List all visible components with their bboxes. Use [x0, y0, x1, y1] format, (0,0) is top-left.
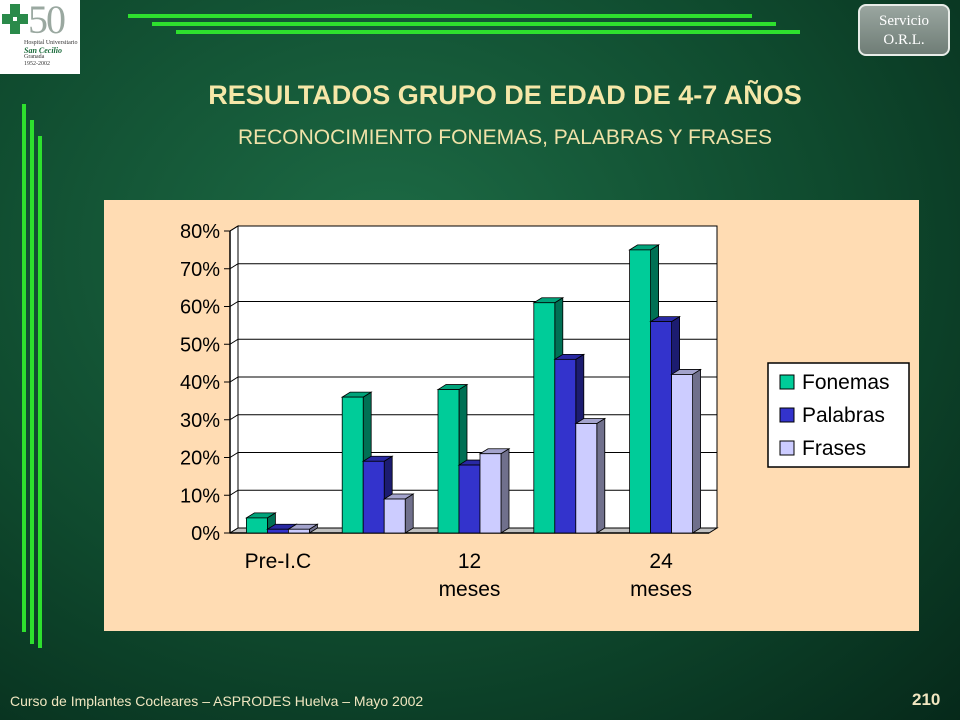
bar-chart: 0% 10% 20% 30% 40% 50% 60% 70% 80% Pre-I.C 12 meses… [180, 221, 910, 601]
legend-label-palabras: Palabras [802, 404, 885, 427]
service-badge: Servicio O.R.L. [858, 4, 950, 56]
bar-frases [479, 453, 502, 534]
legend-swatch-palabras [779, 407, 795, 423]
y-tick-label: 40% [180, 372, 220, 394]
y-tick-label: 60% [180, 297, 220, 319]
y-tick-label: 80% [180, 221, 220, 243]
bar-palabras [554, 358, 577, 534]
bar-fonemas [245, 517, 268, 534]
accent-line-v2 [30, 120, 34, 644]
accent-line-h3 [176, 30, 800, 34]
page-subtitle: RECONOCIMIENTO FONEMAS, PALABRAS Y FRASE… [237, 126, 773, 149]
x-category-label: 12 [458, 550, 481, 573]
legend-swatch-fonemas [779, 374, 795, 390]
y-tick-label: 10% [180, 485, 220, 507]
y-tick-label: 0% [191, 523, 220, 545]
logo-line-3: Granada [24, 54, 45, 60]
footer-text: Curso de Implantes Cocleares – ASPRODES … [10, 693, 424, 709]
page-number: 210 [912, 690, 941, 709]
accent-line-h2 [152, 22, 776, 26]
legend-swatch-frases [779, 440, 795, 456]
bar-fonemas [437, 389, 460, 534]
legend-label-fonemas: Fonemas [802, 371, 890, 394]
bar-palabras [362, 460, 385, 534]
bar-frases [287, 528, 310, 534]
bar-palabras [266, 528, 289, 534]
chart-panel: 0% 10% 20% 30% 40% 50% 60% 70% 80% Pre-I.C 12 meses… [104, 200, 919, 631]
x-category-label: Pre-I.C [245, 550, 312, 573]
bar-side-frases [596, 417, 606, 534]
gridline [229, 225, 717, 232]
bar-frases [671, 374, 693, 534]
hospital-cross-icon [2, 4, 28, 34]
bar-fonemas [629, 249, 651, 534]
logo-line-1: Hospital Universitario [24, 40, 78, 46]
bar-fonemas [533, 302, 556, 534]
bar-fonemas [341, 396, 364, 534]
legend-label-frases: Frases [802, 437, 866, 460]
page-title: RESULTADOS GRUPO DE EDAD DE 4-7 AÑOS [208, 80, 802, 110]
y-tick-label: 50% [180, 334, 220, 356]
accent-line-v1 [22, 104, 26, 632]
bar-frases [575, 423, 598, 534]
gridline [229, 263, 717, 270]
x-category-label: 24 [649, 550, 673, 573]
service-line-2: O.R.L. [883, 32, 925, 48]
hospital-logo: 50 Hospital Universitario San Cecilio Gr… [0, 0, 80, 74]
logo-line-2: San Cecilio [24, 46, 63, 55]
x-category-label: meses [630, 578, 692, 601]
service-line-1: Servicio [879, 13, 929, 29]
x-category-label: meses [439, 578, 501, 601]
bar-side-frases [692, 368, 701, 534]
accent-line-v3 [38, 136, 42, 648]
y-tick-label: 20% [180, 448, 220, 470]
bar-side-frases [404, 493, 414, 534]
y-tick-label: 70% [180, 259, 220, 281]
bar-palabras [650, 321, 672, 534]
bar-side-frases [500, 448, 510, 534]
bar-palabras [458, 464, 481, 534]
logo-text: Hospital Universitario San Cecilio Grana… [24, 40, 78, 68]
accent-line-h1 [128, 14, 752, 18]
bar-frases [383, 498, 406, 534]
logo-line-4: 1952-2002 [24, 61, 50, 67]
logo-number: 50 [28, 0, 66, 42]
y-tick-label: 30% [180, 410, 220, 432]
